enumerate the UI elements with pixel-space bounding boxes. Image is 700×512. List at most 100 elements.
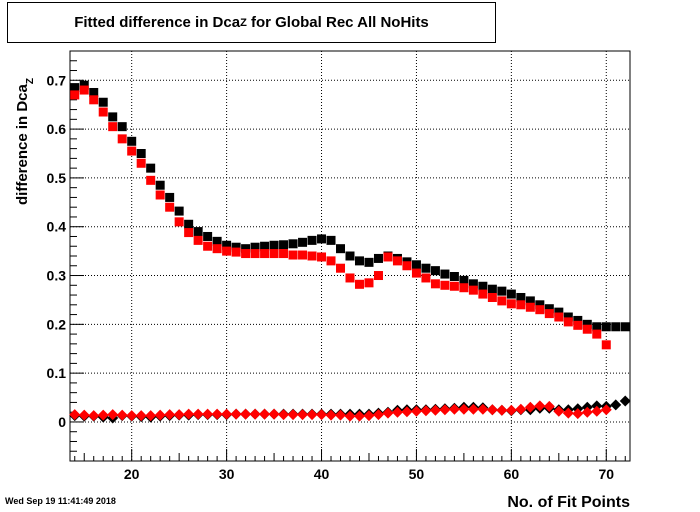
data-point-diamond [391,406,403,418]
data-point-square [326,235,336,245]
y-axis-label: difference in DcaZ [14,78,36,205]
y-tick-label: 0.7 [47,72,67,88]
data-point-diamond [372,409,384,421]
data-point-square [525,296,535,306]
data-point-diamond [268,408,280,420]
data-points [69,80,631,424]
data-point-diamond [107,409,119,421]
data-point-square [155,190,165,200]
data-point-square [155,180,165,190]
data-point-square [307,235,317,245]
data-point-square [212,236,222,246]
data-point-square [497,296,507,306]
data-point-square [516,300,526,310]
data-point-square [601,340,611,350]
chart-title: Fitted difference in Dca Z for Global Rec… [7,2,496,43]
x-tick-label: 20 [124,466,140,482]
data-point-diamond [230,408,242,420]
data-point-diamond [467,403,479,415]
data-point-diamond [524,401,536,413]
data-point-square [544,309,554,319]
data-point-diamond [458,403,470,415]
data-point-diamond [154,409,166,421]
data-point-square [222,246,232,256]
data-point-square [70,83,80,93]
data-point-square [620,322,630,332]
data-point-diamond [173,409,185,421]
data-point-square [146,163,156,173]
data-point-square [364,257,374,267]
data-point-square [79,80,89,90]
chart-title-rest: for Global Rec All NoHits [246,14,429,31]
data-point-square [117,134,127,144]
data-point-square [354,279,364,289]
data-point-diamond [429,404,441,416]
data-point-square [544,304,554,314]
data-point-square [269,249,279,259]
data-point-diamond [448,403,460,415]
data-point-square [525,302,535,312]
data-point-square [563,312,573,322]
data-point-diamond [88,410,100,422]
axis-ticks: 20 30 40 50 60 70 0 0.1 0.2 0.3 0.4 0.5 0.6 0.7 [47,50,626,482]
data-point-square [373,271,383,281]
data-point-diamond [297,409,309,421]
data-point-square [601,322,611,332]
data-point-square [212,244,222,254]
data-point-square [336,263,346,273]
data-point-square [468,279,478,289]
data-point-square [279,249,289,259]
chart-title-sub: Z [240,16,247,29]
data-point-square [345,273,355,283]
y-axis-label-sub: Z [25,78,36,84]
data-point-square [231,247,241,257]
data-point-square [241,244,251,254]
data-point-square [459,283,469,293]
data-point-diamond [164,409,176,421]
y-tick-label: 0.2 [47,316,67,332]
data-point-square [193,227,203,237]
data-point-square [364,278,374,288]
data-point-square [288,239,298,249]
data-point-square [165,202,175,212]
data-point-square [174,217,184,227]
data-point-diamond [572,408,584,420]
data-point-diamond [600,404,612,416]
data-point-square [392,256,402,266]
data-point-square [430,279,440,289]
data-point-diamond [553,405,565,417]
data-point-square [487,284,497,294]
data-point-square [127,146,137,156]
x-tick-label: 60 [504,466,520,482]
y-tick-label: 0 [58,414,66,430]
data-point-square [260,241,270,251]
data-point-diamond [306,409,318,421]
data-point-diamond [325,409,337,421]
data-point-square [317,252,327,262]
data-point-square [592,329,602,339]
data-point-square [421,263,431,273]
y-tick-label: 0.4 [47,219,67,235]
data-point-square [573,315,583,325]
data-point-diamond [562,407,574,419]
data-point-diamond [287,409,299,421]
data-point-square [127,136,137,146]
data-point-square [98,107,108,117]
data-point-square [98,97,108,107]
data-point-diamond [211,408,223,420]
data-point-square [611,322,621,332]
data-point-diamond [420,405,432,417]
x-tick-label: 40 [314,466,330,482]
data-point-square [260,249,270,259]
data-point-diamond [363,410,375,422]
data-point-square [383,252,393,262]
data-point-square [582,324,592,334]
data-point-square [288,250,298,260]
data-point-square [592,322,602,332]
data-point-square [203,231,213,241]
data-point-square [174,206,184,216]
data-point-diamond [97,409,109,421]
data-point-square [250,242,260,252]
data-point-diamond [515,403,527,415]
y-tick-label: 0.3 [47,268,67,284]
